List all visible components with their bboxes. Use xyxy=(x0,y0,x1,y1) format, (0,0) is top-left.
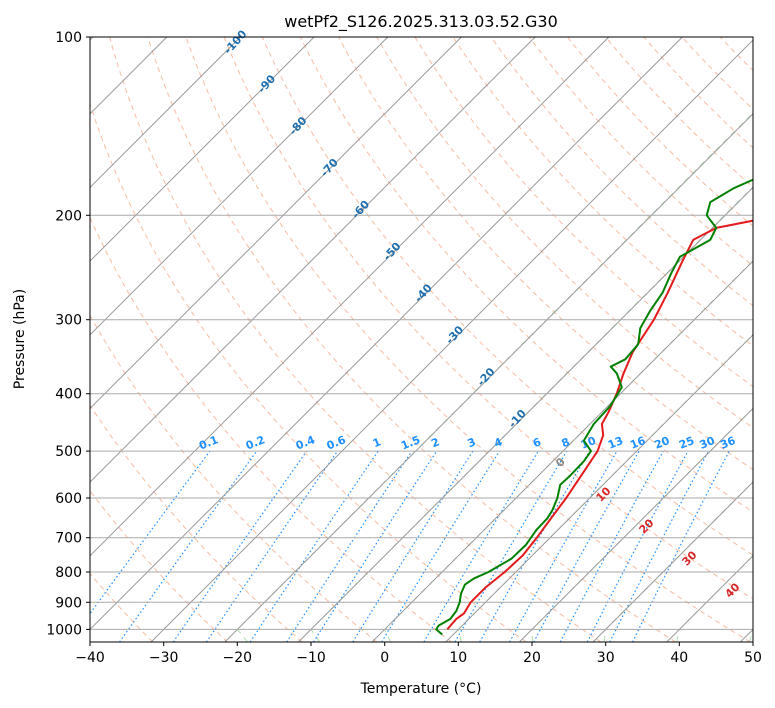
dry-adiabat xyxy=(90,102,527,642)
dry-adiabat xyxy=(490,37,753,307)
dry-adiabat xyxy=(90,216,452,642)
faint-curve xyxy=(0,37,65,642)
mixing-ratio-label: 20 xyxy=(652,434,671,452)
x-axis-title: Temperature (°C) xyxy=(360,681,482,697)
isotherm-line xyxy=(90,37,389,336)
dry-adiabat xyxy=(90,314,378,642)
mixing-ratio-line xyxy=(533,450,640,642)
dry-adiabat xyxy=(376,37,753,429)
dry-adiabat xyxy=(299,37,753,513)
y-tick-label: 600 xyxy=(55,491,82,507)
plot-area xyxy=(90,37,753,642)
isotherm-line xyxy=(90,37,241,189)
mixing-ratio-line xyxy=(119,450,258,642)
y-tick-label: 900 xyxy=(55,595,82,611)
plot-frame xyxy=(89,36,754,643)
y-tick-label: 500 xyxy=(55,444,82,460)
y-tick-label: 300 xyxy=(55,313,82,329)
isotherm-line xyxy=(90,37,683,631)
mixing-ratio-label: 13 xyxy=(606,434,625,452)
mixing-ratio-line xyxy=(559,450,664,642)
y-tick-label: 800 xyxy=(55,565,82,581)
isotherm-line xyxy=(90,37,462,410)
mixing-ratio-line xyxy=(632,450,730,642)
y-tick-label: 1000 xyxy=(46,622,82,638)
isotherm-line xyxy=(224,113,753,642)
y-tick-label: 200 xyxy=(55,208,82,224)
isotherm-line xyxy=(298,186,753,642)
dewpoint-line xyxy=(435,178,753,636)
dry-adiabat xyxy=(338,37,753,471)
y-tick-label: 700 xyxy=(55,531,82,547)
y-axis-title: Pressure (hPa) xyxy=(12,289,28,389)
mixing-ratio-line xyxy=(286,450,413,642)
mixing-ratio-line xyxy=(313,450,438,642)
mixing-ratio-label: 10 xyxy=(579,434,598,452)
mixing-ratio-line xyxy=(381,450,501,642)
mixing-ratio-label: 30 xyxy=(698,434,717,452)
x-tick-label: 10 xyxy=(449,650,467,666)
x-tick-label: 40 xyxy=(670,650,688,666)
mixing-ratio-label: 25 xyxy=(677,434,696,452)
isotherm-line xyxy=(445,334,753,642)
chart-title: wetPf2_S126.2025.313.03.52.G30 xyxy=(284,12,558,32)
x-axis-ticks: −40 −30 −20 −10 0 10 20 30 40 50 xyxy=(75,642,762,666)
isotherm-line xyxy=(371,260,753,642)
x-tick-label: 0 xyxy=(380,650,389,666)
dry-adiabat xyxy=(261,37,753,556)
mixing-ratio-line xyxy=(249,450,379,642)
mixing-ratio-label: 3 xyxy=(466,435,478,450)
isotherm-line xyxy=(90,37,610,557)
x-tick-label: 50 xyxy=(744,650,762,666)
mixing-ratio-line xyxy=(90,450,211,615)
isotherm-line xyxy=(592,481,753,642)
dry-adiabat xyxy=(90,572,154,642)
dry-adiabat xyxy=(109,37,602,642)
mixing-ratio-label: 16 xyxy=(628,434,647,452)
y-axis-ticks: 100 200 300 400 500 600 700 800 900 1000 xyxy=(46,30,90,638)
x-tick-label: −10 xyxy=(296,650,326,666)
mixing-ratio-line xyxy=(205,450,339,642)
mixing-ratio-line xyxy=(509,450,618,642)
x-tick-label: −30 xyxy=(149,650,179,666)
y-tick-label: 400 xyxy=(55,387,82,403)
isotherm-line xyxy=(90,37,536,483)
dry-adiabat xyxy=(147,37,676,642)
mixing-ratio-label: 36 xyxy=(718,434,737,452)
x-tick-label: 30 xyxy=(597,650,615,666)
isotherm-line xyxy=(150,39,753,642)
x-tick-label: 20 xyxy=(523,650,541,666)
x-tick-label: −40 xyxy=(75,650,105,666)
background-lines xyxy=(0,37,775,642)
dry-adiabat xyxy=(223,37,753,600)
profile-series xyxy=(435,178,753,636)
mixing-ratio-label: 8 xyxy=(560,435,572,450)
mixing-ratio-label: 1 xyxy=(371,435,383,450)
mixing-ratio-label: 2 xyxy=(429,435,441,450)
dry-adiabat xyxy=(90,404,303,642)
mixing-ratio-line xyxy=(172,450,308,642)
y-tick-label: 100 xyxy=(55,30,82,46)
isotherm-line xyxy=(90,37,315,262)
dry-adiabat xyxy=(758,37,775,642)
isotherm-line xyxy=(519,407,753,642)
x-tick-label: −20 xyxy=(223,650,253,666)
